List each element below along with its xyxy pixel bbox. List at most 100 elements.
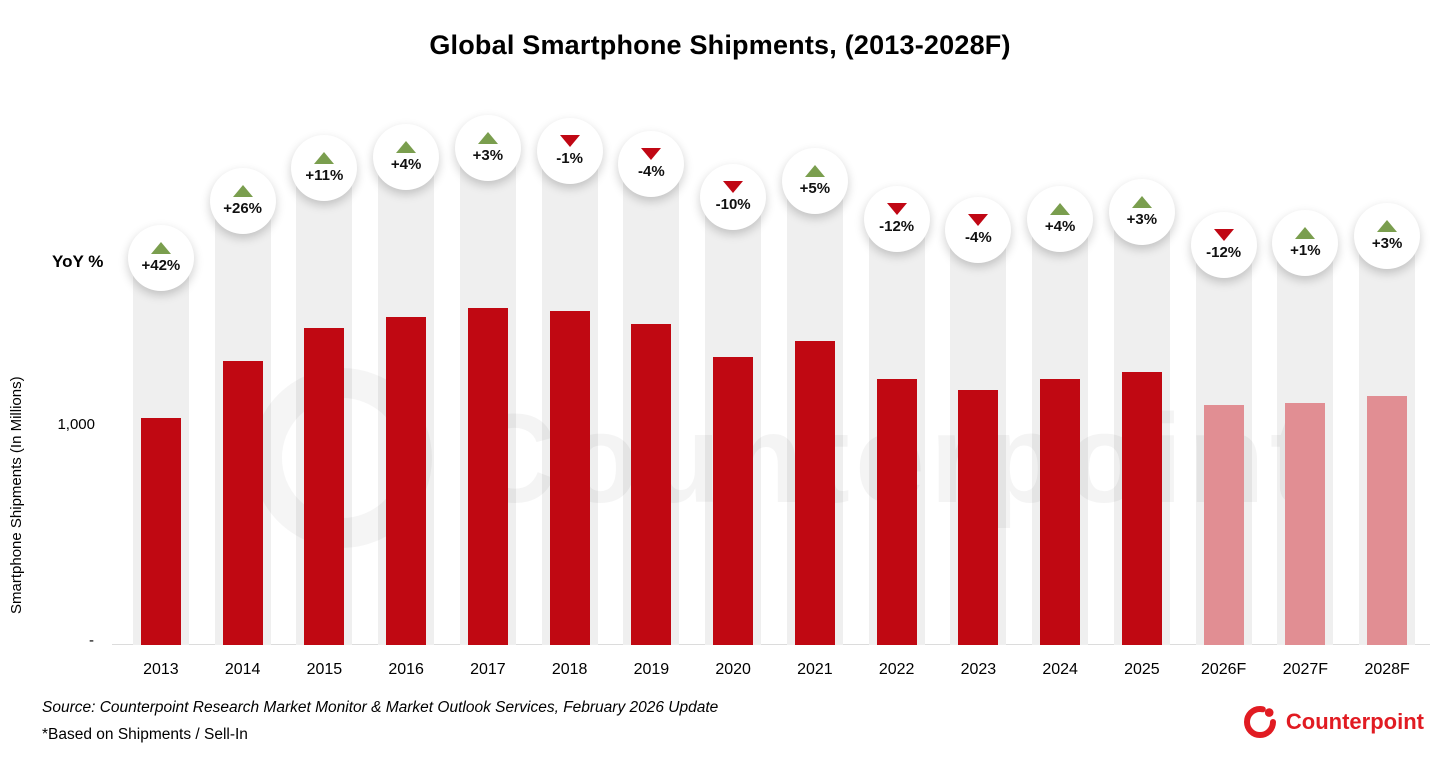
yoy-value-2021: +5% [799, 180, 831, 197]
counterpoint-logo-text: Counterpoint [1285, 709, 1424, 734]
x-axis-label-2020: 2020 [715, 661, 751, 678]
y-axis-tick-1000: 1,000 [57, 416, 95, 433]
bar-2015 [304, 328, 345, 645]
yoy-bubble-2016: +4% [373, 124, 440, 190]
chart-column-2019: -4% 2019 [611, 95, 693, 678]
x-axis-label-2026F: 2026F [1200, 661, 1247, 678]
x-axis-label-2021: 2021 [797, 661, 833, 678]
counterpoint-logo-icon [1243, 706, 1276, 738]
x-axis-label-2016: 2016 [388, 661, 424, 678]
yoy-bubble-2022: -12% [863, 186, 930, 252]
chart-column-2026F: -12% 2026F [1183, 95, 1265, 678]
chart-title: Global Smartphone Shipments, (2013-2028F… [429, 30, 1011, 60]
chart-column-2028F: +3% 2028F [1346, 95, 1428, 678]
yoy-value-2023: -4% [965, 229, 992, 246]
bar-2028F [1367, 396, 1408, 645]
chart-column-2015: +11% 2015 [284, 95, 366, 678]
yoy-value-2026F: -12% [1206, 244, 1242, 261]
bar-2020 [713, 357, 754, 645]
x-axis-label-2015: 2015 [306, 661, 343, 678]
x-axis-label-2028F: 2028F [1364, 661, 1410, 678]
chart-column-2022: -12% 2022 [856, 95, 938, 678]
source-note: Source: Counterpoint Research Market Mon… [42, 699, 719, 716]
yoy-value-2014: +26% [223, 200, 263, 217]
up-triangle-icon [1131, 196, 1152, 208]
yoy-bubble-2025: +3% [1108, 179, 1175, 245]
up-triangle-icon [314, 152, 335, 164]
down-triangle-icon [886, 203, 907, 215]
chart-column-2017: +3% 2017 [447, 95, 529, 678]
bar-2018 [549, 311, 590, 645]
down-triangle-icon [968, 214, 989, 226]
up-triangle-icon [1295, 227, 1316, 239]
chart-column-2027F: +1% 2027F [1265, 95, 1347, 678]
yoy-value-2022: -12% [879, 218, 915, 235]
yoy-bubble-2021: +5% [781, 148, 848, 214]
yoy-bubble-2024: +4% [1027, 186, 1094, 252]
x-axis-label-2024: 2024 [1042, 661, 1078, 678]
bar-2023 [958, 390, 999, 645]
x-axis-label-2014: 2014 [224, 661, 261, 678]
chart-column-2021: +5% 2021 [774, 95, 856, 678]
yoy-bubble-2014: +26% [209, 168, 276, 234]
yoy-bubble-2013: +42% [127, 225, 194, 291]
bar-2021 [794, 341, 835, 645]
up-triangle-icon [1050, 203, 1071, 215]
yoy-bubble-2027F: +1% [1272, 210, 1339, 276]
chart-column-2023: -4% 2023 [938, 95, 1020, 678]
x-axis-label-2013: 2013 [143, 661, 179, 678]
up-triangle-icon [804, 165, 825, 177]
bar-2013 [140, 418, 181, 645]
bar-2026F [1203, 405, 1244, 645]
yoy-bubble-2015: +11% [291, 135, 358, 201]
bar-2014 [222, 361, 263, 645]
yoy-bubble-2019: -4% [618, 131, 685, 197]
bar-2016 [386, 317, 427, 645]
yoy-bubble-2028F: +3% [1354, 203, 1421, 269]
up-triangle-icon [1377, 220, 1398, 232]
y-axis-title: Smartphone Shipments (In Millions) [8, 376, 25, 614]
up-triangle-icon [396, 141, 417, 153]
down-triangle-icon [559, 135, 580, 147]
bar-2022 [876, 379, 917, 645]
chart-column-2018: -1% 2018 [529, 95, 611, 678]
yoy-bubble-2020: -10% [700, 164, 767, 230]
chart-column-2024: +4% 2024 [1019, 95, 1101, 678]
plot-area: +42% 2013 +26% 2014 +11% 2015 +4% 2016 +3% 2017 -1… [120, 95, 1428, 678]
yoy-value-2025: +3% [1126, 211, 1158, 228]
up-triangle-icon [477, 132, 498, 144]
bar-2017 [467, 308, 508, 645]
x-axis-label-2025: 2025 [1124, 661, 1160, 678]
yoy-bubble-2023: -4% [945, 197, 1012, 263]
chart-column-2016: +4% 2016 [365, 95, 447, 678]
yoy-bubble-2026F: -12% [1190, 212, 1257, 278]
x-axis-label-2022: 2022 [878, 661, 915, 678]
y-axis-tick-zero: - [89, 632, 94, 649]
yoy-value-2028F: +3% [1371, 235, 1403, 252]
x-axis-line [112, 644, 1430, 645]
chart-column-2014: +26% 2014 [202, 95, 284, 678]
basis-note: *Based on Shipments / Sell-In [42, 726, 248, 743]
x-axis-label-2019: 2019 [633, 661, 670, 678]
yoy-value-2027F: +1% [1290, 242, 1321, 259]
chart-column-2013: +42% 2013 [120, 95, 202, 678]
yoy-axis-label: YoY % [52, 252, 104, 271]
bar-2019 [631, 324, 672, 645]
down-triangle-icon [641, 148, 662, 160]
yoy-value-2019: -4% [638, 163, 665, 180]
yoy-bubble-2018: -1% [536, 118, 603, 184]
bar-2027F [1285, 403, 1326, 645]
yoy-value-2016: +4% [390, 156, 422, 173]
down-triangle-icon [723, 181, 744, 193]
x-axis-label-2027F: 2027F [1282, 661, 1329, 678]
yoy-value-2020: -10% [715, 196, 751, 213]
up-triangle-icon [232, 185, 253, 197]
x-axis-label-2023: 2023 [960, 661, 997, 678]
bar-2025 [1121, 372, 1162, 645]
yoy-value-2013: +42% [141, 257, 181, 274]
x-axis-label-2018: 2018 [551, 661, 588, 678]
up-triangle-icon [150, 242, 171, 254]
yoy-value-2018: -1% [556, 150, 583, 167]
bar-2024 [1040, 379, 1081, 645]
